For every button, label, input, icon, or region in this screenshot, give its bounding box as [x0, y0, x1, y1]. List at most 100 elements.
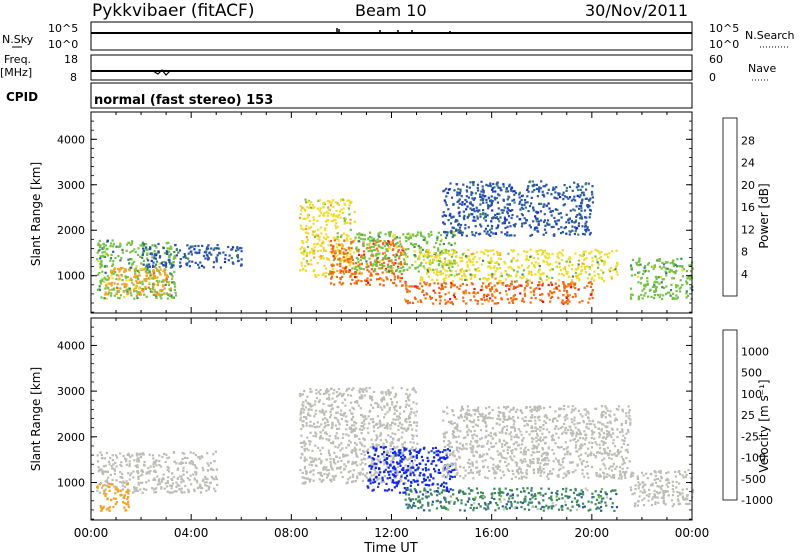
power-cell — [331, 247, 334, 251]
velocity-cell — [393, 445, 396, 448]
power-cell — [126, 276, 129, 279]
power-cell — [444, 302, 447, 305]
velocity-cell — [317, 472, 320, 475]
velocity-cell — [361, 425, 365, 428]
velocity-cell — [368, 397, 372, 400]
velocity-cell — [154, 478, 157, 482]
power-cell — [125, 276, 128, 279]
velocity-cell — [543, 506, 546, 509]
power-cell — [205, 250, 208, 253]
velocity-cell — [111, 459, 114, 462]
power-cell — [115, 278, 118, 281]
velocity-cell — [214, 450, 217, 453]
power-cell — [586, 206, 590, 209]
power-cell — [202, 254, 206, 258]
power-cell — [629, 287, 632, 290]
power-cell — [237, 259, 240, 262]
power-cell — [134, 251, 137, 254]
power-cell — [529, 234, 532, 237]
velocity-cell — [382, 442, 385, 445]
velocity-cell — [300, 434, 303, 437]
power-cell — [420, 234, 423, 237]
velocity-cell — [576, 493, 579, 497]
velocity-cell — [371, 459, 374, 462]
power-cell — [360, 280, 363, 283]
power-cell — [99, 244, 102, 247]
power-cell — [475, 261, 478, 264]
power-cell — [350, 247, 353, 250]
velocity-cell — [102, 472, 105, 476]
velocity-cell — [166, 468, 169, 472]
velocity-cell — [177, 467, 180, 470]
velocity-cell — [309, 402, 312, 405]
power-cell — [489, 249, 492, 252]
power-cell — [149, 272, 152, 275]
velocity-cell — [612, 489, 615, 492]
velocity-cell — [415, 402, 418, 405]
power-cell — [175, 254, 178, 257]
power-cell — [346, 239, 349, 242]
power-cell — [419, 251, 422, 254]
power-cell — [455, 219, 458, 222]
power-cell — [658, 259, 661, 262]
velocity-cell — [519, 501, 522, 504]
velocity-cell — [323, 466, 326, 469]
power-cell — [318, 214, 321, 217]
power-cell — [480, 263, 484, 266]
velocity-cell — [506, 494, 509, 497]
velocity-cell — [161, 455, 164, 458]
power-cell — [367, 237, 370, 240]
power-cell — [489, 267, 492, 270]
velocity-cell — [110, 498, 113, 502]
power-cell — [486, 214, 489, 217]
velocity-cell — [101, 486, 104, 489]
velocity-cell — [611, 502, 614, 505]
power-cell — [575, 227, 579, 230]
velocity-cell — [134, 487, 138, 490]
power-cell — [165, 278, 169, 281]
velocity-cell — [363, 418, 366, 421]
velocity-cell — [379, 461, 382, 464]
power-cell — [359, 237, 362, 240]
power-cell — [494, 198, 497, 201]
power-cell — [306, 206, 309, 209]
power-cell — [153, 254, 156, 257]
power-cell — [144, 287, 148, 290]
velocity-cell — [345, 415, 348, 418]
power-cell — [174, 291, 177, 294]
power-cell — [345, 271, 348, 274]
power-cell — [675, 297, 678, 300]
velocity-cell — [564, 490, 568, 493]
power-cell — [179, 258, 182, 261]
power-cell — [551, 295, 554, 298]
velocity-cell — [375, 423, 378, 426]
velocity-cell — [363, 438, 366, 441]
power-cell — [169, 245, 172, 248]
velocity-cell — [340, 418, 343, 421]
power-cell — [130, 278, 133, 281]
power-cell — [153, 265, 156, 268]
velocity-cell — [151, 454, 155, 457]
power-cell — [472, 184, 475, 187]
power-cell — [470, 213, 473, 216]
power-cell — [463, 252, 466, 255]
velocity-cell — [334, 474, 337, 477]
power-cell — [193, 248, 196, 251]
velocity-cell — [421, 468, 424, 471]
power-cell — [322, 202, 325, 205]
power-cell — [553, 188, 556, 191]
power-cell — [343, 217, 346, 220]
power-cell — [324, 249, 327, 252]
power-cell — [145, 264, 148, 267]
velocity-cell — [429, 475, 433, 478]
power-cell — [230, 248, 233, 251]
velocity-cell — [171, 482, 175, 485]
power-cell — [462, 290, 465, 293]
velocity-cell — [303, 415, 306, 419]
power-cell — [350, 200, 353, 203]
power-cell — [444, 298, 447, 301]
velocity-cell — [411, 437, 414, 440]
power-cell — [440, 295, 443, 298]
power-cell — [574, 293, 577, 296]
power-cell — [347, 270, 351, 273]
